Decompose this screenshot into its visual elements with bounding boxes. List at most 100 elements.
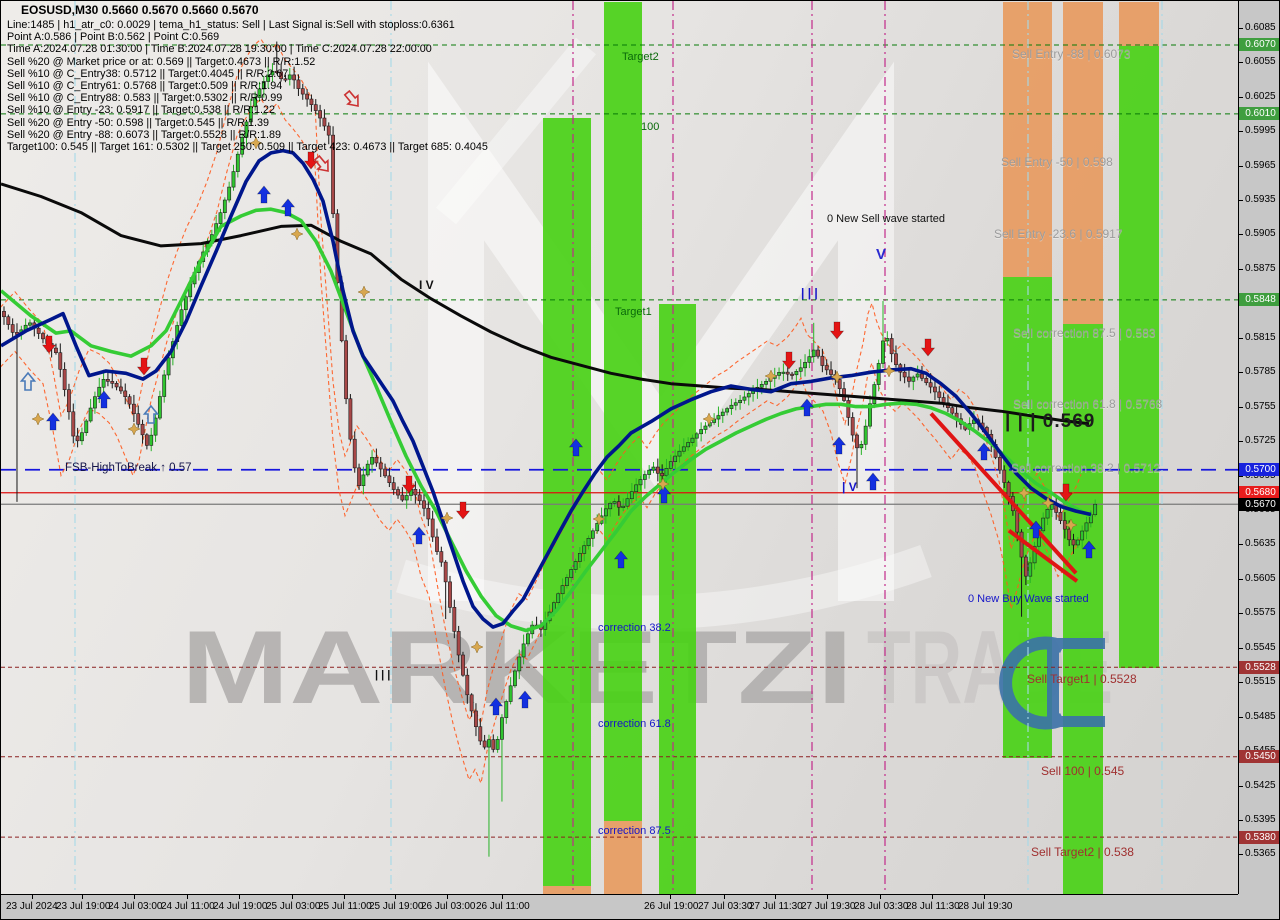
time-tick: 24 Jul 11:00 [161, 901, 215, 912]
time-tick-mark [292, 895, 293, 899]
price-tick: 0.5965 [1239, 159, 1276, 171]
sell-level-label[interactable]: Sell Entry -50 | 0.598 [1001, 155, 1113, 169]
price-tick: 0.5755 [1239, 400, 1276, 412]
trendline-red[interactable] [929, 412, 1078, 575]
price-tick: 0.5875 [1239, 262, 1276, 274]
info-line: Sell %20 @ Entry -88: 0.6073 || Target:0… [7, 128, 282, 141]
target-label[interactable]: 100 [641, 121, 660, 133]
price-tick: 0.6055 [1239, 56, 1276, 68]
trendline-red[interactable] [1007, 529, 1079, 583]
fsb-breakout-label[interactable]: FSB-HighToBreak ↑ 0.57 [65, 462, 192, 474]
correction-label[interactable]: correction 61.8 [598, 718, 671, 730]
wave-marker[interactable]: | | | [801, 286, 818, 300]
signal-markers [19, 89, 1097, 716]
ma-fast-green [1, 207, 1092, 633]
price-highlight-0.5848: 0.5848 [1239, 293, 1279, 307]
info-line: Sell %20 @ Entry -50: 0.598 || Target:0.… [7, 116, 270, 129]
sell-target-label[interactable]: Sell 100 | 0.545 [1041, 764, 1125, 778]
time-tick: 28 Jul 03:30 [854, 901, 909, 912]
time-marker-lines [74, 1, 1163, 894]
price-tick: 0.5425 [1239, 779, 1276, 791]
price-tick: 0.5785 [1239, 366, 1276, 378]
time-tick: 24 Jul 03:00 [108, 901, 163, 912]
sell-level-label[interactable]: Sell correction 61.8 | 0.5768 [1013, 397, 1163, 411]
info-line: Sell %20 @ Market price or at: 0.569 || … [7, 55, 316, 68]
price-highlight-0.5680: 0.5680 [1239, 486, 1279, 500]
time-tick: 24 Jul 19:00 [213, 901, 268, 912]
time-tick: 25 Jul 19:00 [369, 901, 424, 912]
info-line: Time A:2024.07.28 01:30:00 | Time B:2024… [7, 43, 432, 56]
price-tick: 0.5635 [1239, 538, 1276, 550]
time-tick-mark [82, 895, 83, 899]
sell-target-label[interactable]: Sell Target2 | 0.538 [1031, 845, 1134, 859]
sell-level-label[interactable]: Sell correction 38.2 | 0.5712 [1011, 461, 1161, 475]
sell-target-label[interactable]: Sell Target1 | 0.5528 [1027, 672, 1137, 686]
time-tick-mark [724, 895, 725, 899]
price-highlight-0.6070: 0.6070 [1239, 38, 1279, 52]
info-line: Point A:0.586 | Point B:0.562 | Point C:… [7, 31, 220, 44]
time-tick: 28 Jul 11:30 [906, 901, 960, 912]
time-tick-mark [32, 895, 33, 899]
wave-text[interactable]: 0 New Sell wave started [827, 213, 945, 225]
sell-level-label[interactable]: Sell Entry -88 | 0.6073 [1012, 47, 1131, 61]
price-highlight-0.5380: 0.5380 [1239, 830, 1279, 844]
price-tick: 0.5605 [1239, 572, 1276, 584]
time-tick: 23 Jul 19:00 [56, 901, 111, 912]
time-tick: 25 Jul 03:00 [266, 901, 321, 912]
price-tick: 0.5545 [1239, 641, 1276, 653]
ma-medium-blue [1, 148, 1092, 629]
price-tick: 0.6085 [1239, 21, 1276, 33]
time-tick-mark [932, 895, 933, 899]
price-highlight-0.6010: 0.6010 [1239, 107, 1279, 121]
price-tick: 0.5995 [1239, 125, 1276, 137]
time-tick-mark [775, 895, 776, 899]
time-tick-mark [239, 895, 240, 899]
price-tick: 0.5935 [1239, 193, 1276, 205]
ma-slow-black [1, 182, 1090, 426]
wave-text[interactable]: 0 New Buy Wave started [968, 593, 1089, 605]
time-tick-mark [827, 895, 828, 899]
price-highlight-0.5450: 0.5450 [1239, 750, 1279, 764]
info-line: Sell %10 @ C_Entry38: 0.5712 || Target:0… [7, 67, 289, 80]
time-tick: 26 Jul 11:00 [476, 901, 530, 912]
price-highlight-0.5670: 0.5670 [1239, 497, 1279, 511]
time-tick: 23 Jul 2024 [6, 901, 58, 912]
info-line: Line:1485 | h1_atr_c0: 0.0029 | tema_h1_… [7, 19, 455, 31]
wave-marker[interactable]: | | | 0.569 [1005, 411, 1096, 432]
sell-level-label[interactable]: Sell Entry -23.6 | 0.5917 [994, 227, 1123, 241]
price-tick: 0.6025 [1239, 90, 1276, 102]
brand-logo-glyph [999, 636, 1105, 730]
wave-marker[interactable]: V [876, 246, 888, 263]
time-tick-mark [395, 895, 396, 899]
time-tick-mark [880, 895, 881, 899]
price-tick: 0.5905 [1239, 228, 1276, 240]
wave-marker[interactable]: | | | [375, 669, 391, 681]
target-label[interactable]: Target2 [622, 51, 659, 63]
wave-marker[interactable]: | V [842, 480, 857, 494]
correction-label[interactable]: correction 38.2 [598, 622, 671, 634]
price-tick: 0.5725 [1239, 435, 1276, 447]
price-highlight-0.5528: 0.5528 [1239, 660, 1279, 674]
price-tick: 0.5815 [1239, 331, 1276, 343]
wave-marker[interactable]: I V [419, 278, 434, 292]
sell-level-label[interactable]: Sell correction 87.5 | 0.583 [1013, 326, 1156, 340]
price-tick: 0.5395 [1239, 813, 1276, 825]
price-highlight-0.5700: 0.5700 [1239, 463, 1279, 477]
time-tick: 26 Jul 19:00 [644, 901, 699, 912]
time-tick: 25 Jul 11:00 [318, 901, 372, 912]
chart-info-block: EOSUSD,M30 0.5660 0.5670 0.5660 0.5670 L… [7, 3, 488, 153]
price-tick: 0.5485 [1239, 710, 1276, 722]
time-tick-mark [984, 895, 985, 899]
time-tick: 27 Jul 11:30 [749, 901, 803, 912]
price-axis[interactable]: 0.6085 0.6055 0.6025 0.5995 0.5965 0.5935 0.59… [1238, 1, 1279, 894]
correction-label[interactable]: correction 87.5 [598, 825, 671, 837]
target-label[interactable]: Target1 [615, 306, 652, 318]
time-tick-mark [447, 895, 448, 899]
time-tick-mark [134, 895, 135, 899]
time-tick: 26 Jul 03:00 [421, 901, 476, 912]
time-tick-mark [187, 895, 188, 899]
symbol-ohlc: EOSUSD,M30 0.5660 0.5670 0.5660 0.5670 [21, 3, 259, 17]
time-axis[interactable]: 23 Jul 2024 23 Jul 19:00 24 Jul 03:00 24 Ju… [1, 894, 1279, 919]
